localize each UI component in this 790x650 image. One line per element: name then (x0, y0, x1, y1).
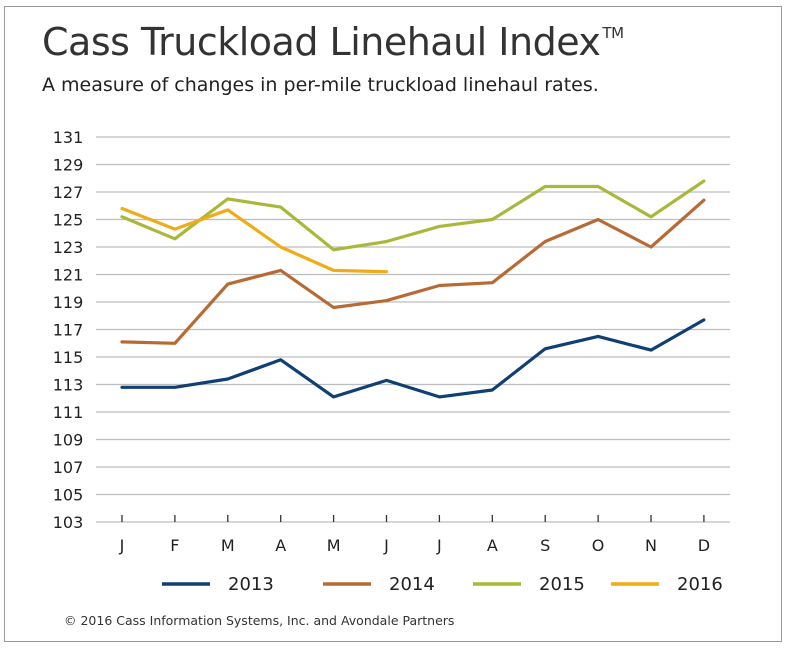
x-tick-label: M (327, 536, 341, 555)
chart-title: Cass Truckload Linehaul Index TM (42, 20, 624, 64)
x-tick-label: A (275, 536, 286, 555)
y-tick-label: 117 (53, 321, 84, 340)
chart-subtitle: A measure of changes in per-mile trucklo… (42, 74, 599, 96)
x-tick-label: M (221, 536, 235, 555)
x-tick-label: N (645, 536, 657, 555)
x-tick-label: S (540, 536, 550, 555)
x-tick-label: D (698, 536, 710, 555)
chart-title-text: Cass Truckload Linehaul Index (42, 20, 601, 64)
y-tick-label: 127 (53, 183, 84, 202)
y-tick-label: 109 (53, 431, 84, 450)
x-tick-label: J (383, 536, 389, 555)
y-tick-label: 123 (53, 238, 84, 257)
y-tick-label: 111 (53, 403, 84, 422)
copyright-footer: © 2016 Cass Information Systems, Inc. an… (64, 613, 455, 628)
series-line-2013 (120, 318, 706, 399)
y-tick-label: 107 (53, 458, 84, 477)
x-tick-label: J (436, 536, 442, 555)
x-tick-label: J (119, 536, 125, 555)
legend-label-2016: 2016 (677, 574, 723, 595)
legend-label-2015: 2015 (539, 574, 585, 595)
legend-label-2014: 2014 (389, 574, 435, 595)
y-tick-label: 129 (53, 156, 84, 175)
x-tick-label: F (170, 536, 179, 555)
legend-label-2013: 2013 (228, 574, 274, 595)
y-tick-label: 125 (53, 211, 84, 230)
series-line-2015 (120, 179, 706, 252)
series-line-2014 (120, 198, 706, 345)
trademark-mark: TM (602, 24, 624, 42)
y-tick-label: 103 (53, 513, 84, 532)
y-tick-label: 121 (53, 266, 84, 285)
y-tick-label: 131 (53, 128, 84, 147)
y-tick-label: 119 (53, 293, 84, 312)
x-tick-label: O (592, 536, 605, 555)
chart-frame (4, 6, 782, 642)
x-tick-label: A (487, 536, 498, 555)
y-tick-label: 113 (53, 376, 84, 395)
series-line-2016 (120, 206, 389, 274)
y-tick-label: 105 (53, 486, 84, 505)
y-tick-label: 115 (53, 348, 84, 367)
